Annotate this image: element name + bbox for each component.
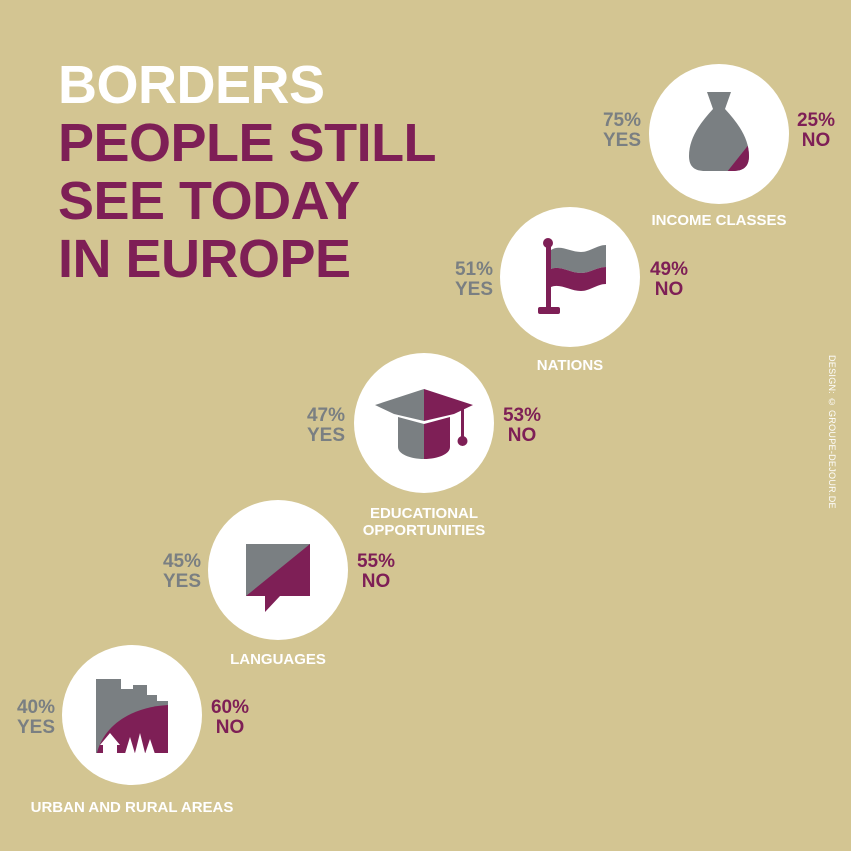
nations-yes-label: YES [454, 279, 494, 300]
languages-yes-percent: 45% YES [160, 552, 204, 592]
languages-label: LANGUAGES [230, 651, 326, 668]
languages-no-percent: 55% NO [352, 552, 400, 592]
nations-yes-percent: 51% YES [452, 260, 496, 300]
income-yes-value: 75% [602, 110, 642, 131]
headline-line-4: IN EUROPE [58, 229, 351, 289]
urban-rural-yes-value: 40% [16, 697, 56, 718]
headline-borders: BORDERS [58, 55, 325, 115]
education-yes-value: 47% [306, 405, 346, 426]
income-no-label: NO [801, 130, 831, 151]
nations-no-label: NO [654, 279, 684, 300]
urban-rural-circle [62, 645, 202, 785]
money-bag-icon [689, 92, 749, 171]
nations-yes-value: 51% [454, 259, 494, 280]
urban-rural-yes-percent: 40% YES [14, 698, 58, 738]
education-no-value: 53% [502, 405, 542, 426]
income-no-value: 25% [796, 110, 836, 131]
education-no-label: NO [507, 425, 537, 446]
education-label: EDUCATIONAL OPPORTUNITIES [344, 505, 504, 539]
nations-circle [500, 207, 640, 347]
urban-rural-no-percent: 60% NO [206, 698, 254, 738]
flag-icon [538, 238, 606, 314]
income-yes-percent: 75% YES [600, 111, 644, 151]
languages-circle [208, 500, 348, 640]
nations-no-percent: 49% NO [645, 260, 693, 300]
languages-no-value: 55% [356, 551, 396, 572]
income-classes-circle [649, 64, 789, 204]
languages-no-label: NO [361, 571, 391, 592]
headline-line-3: SEE TODAY [58, 171, 360, 231]
headline-line-2: PEOPLE STILL [58, 113, 437, 173]
income-classes-label: INCOME CLASSES [651, 212, 787, 229]
languages-yes-value: 45% [162, 551, 202, 572]
urban-rural-no-label: NO [215, 717, 245, 738]
income-yes-label: YES [602, 130, 642, 151]
education-label-line-1: EDUCATIONAL [369, 505, 479, 522]
headline: BORDERS PEOPLE STILL SEE TODAY IN EUROPE [58, 55, 437, 289]
education-no-percent: 53% NO [498, 406, 546, 446]
urban-rural-label: URBAN AND RURAL AREAS [30, 799, 234, 816]
languages-yes-label: YES [162, 571, 202, 592]
design-credit: DESIGN: © GROUPE-DEJOUR.DE [827, 355, 837, 509]
education-label-line-2: OPPORTUNITIES [362, 522, 486, 539]
nations-no-value: 49% [649, 259, 689, 280]
nations-label: NATIONS [536, 357, 604, 374]
urban-rural-yes-label: YES [16, 717, 56, 738]
graduation-cap-icon [375, 389, 473, 459]
education-yes-percent: 47% YES [304, 406, 348, 446]
city-countryside-icon [96, 679, 168, 757]
education-circle [354, 353, 494, 493]
speech-bubble-icon [246, 544, 310, 612]
income-no-percent: 25% NO [792, 111, 840, 151]
urban-rural-no-value: 60% [210, 697, 250, 718]
education-yes-label: YES [306, 425, 346, 446]
